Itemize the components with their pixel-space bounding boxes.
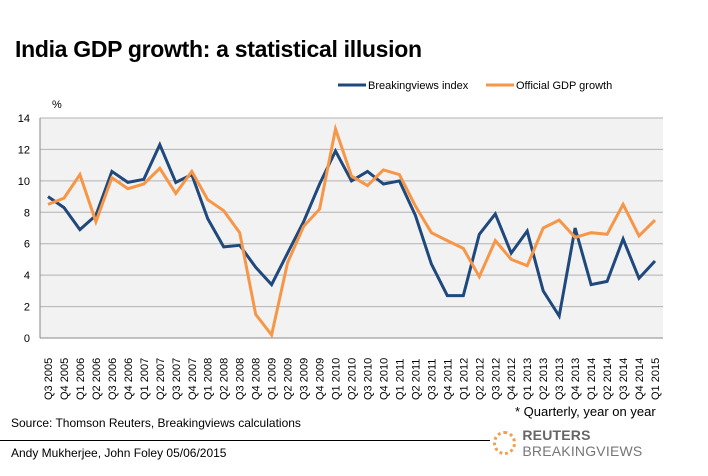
x-tick-label: Q4 2008: [251, 358, 263, 400]
x-tick-label: Q1 2014: [586, 358, 598, 400]
x-tick-label: Q2 2011: [410, 359, 422, 400]
footnote: * Quarterly, year on year: [515, 404, 656, 419]
x-tick-label: Q1 2006: [75, 358, 87, 400]
x-tick-label: Q1 2012: [458, 358, 470, 400]
x-tick-label: Q2 2012: [474, 358, 486, 400]
divider: [0, 440, 490, 441]
x-tick-label: Q1 2011: [394, 359, 406, 400]
y-axis-label: %: [52, 99, 62, 111]
x-tick-label: Q1 2007: [139, 358, 151, 400]
x-tick-label: Q1 2010: [331, 358, 343, 400]
x-tick-label: Q3 2005: [43, 358, 55, 400]
x-tick-label: Q3 2014: [618, 358, 630, 400]
legend-label: Official GDP growth: [516, 80, 612, 92]
x-tick-label: Q4 2006: [123, 358, 135, 400]
legend-label: Breakingviews index: [368, 80, 469, 92]
reuters-dot-sphere-icon: [493, 431, 517, 455]
x-tick-label: Q2 2007: [155, 358, 167, 400]
series-line-official-gdp-growth: [47, 123, 657, 339]
y-tick-label: 14: [18, 113, 30, 125]
x-tick-label: Q2 2008: [219, 358, 231, 400]
x-tick-label: Q2 2010: [347, 358, 359, 400]
x-tick-label: Q4 2009: [315, 358, 327, 400]
y-tick-label: 4: [24, 270, 30, 282]
source-note: Source: Thomson Reuters, Breakingviews c…: [11, 416, 301, 430]
x-tick-label: Q3 2012: [490, 358, 502, 400]
x-tick-label: Q4 2005: [59, 358, 71, 400]
reuters-breakingviews-logo: REUTERS BREAKINGVIEWS: [493, 427, 708, 459]
chart-title: India GDP growth: a statistical illusion: [15, 36, 422, 62]
logo-bold-text: REUTERS: [522, 427, 591, 443]
x-tick-label: Q1 2013: [522, 358, 534, 400]
x-tick-label: Q4 2014: [634, 358, 646, 400]
y-tick-label: 0: [24, 333, 30, 345]
x-tick-label: Q4 2011: [442, 359, 454, 400]
x-tick-label: Q3 2007: [171, 358, 183, 400]
x-tick-label: Q2 2014: [602, 358, 614, 400]
x-tick-label: Q4 2007: [187, 358, 199, 400]
x-tick-label: Q3 2006: [107, 358, 119, 400]
y-tick-label: 6: [24, 239, 30, 251]
x-tick-label: Q3 2011: [426, 359, 438, 400]
x-tick-label: Q3 2013: [554, 358, 566, 400]
x-tick-label: Q2 2013: [538, 358, 550, 400]
x-tick-label: Q2 2006: [91, 358, 103, 400]
y-tick-label: 2: [24, 302, 30, 314]
x-tick-label: Q3 2009: [299, 358, 311, 400]
x-tick-label: Q4 2013: [570, 358, 582, 400]
x-tick-label: Q4 2010: [378, 358, 390, 400]
x-tick-label: Q1 2008: [203, 358, 215, 400]
y-tick-label: 12: [18, 144, 30, 156]
x-tick-label: Q3 2008: [235, 358, 247, 400]
logo-rest-text: BREAKINGVIEWS: [522, 443, 643, 459]
author-line: Andy Mukherjee, John Foley 05/06/2015: [11, 446, 227, 460]
y-tick-label: 10: [18, 176, 30, 188]
x-tick-label: Q2 2009: [283, 358, 295, 400]
x-tick-label: Q4 2012: [506, 358, 518, 400]
y-tick-label: 8: [24, 207, 30, 219]
plot-area: [40, 118, 663, 338]
x-tick-label: Q1 2009: [267, 358, 279, 400]
x-tick-label: Q1 2015: [650, 358, 662, 400]
series-line-breakingviews-index: [47, 140, 657, 321]
x-tick-label: Q3 2010: [362, 358, 374, 400]
